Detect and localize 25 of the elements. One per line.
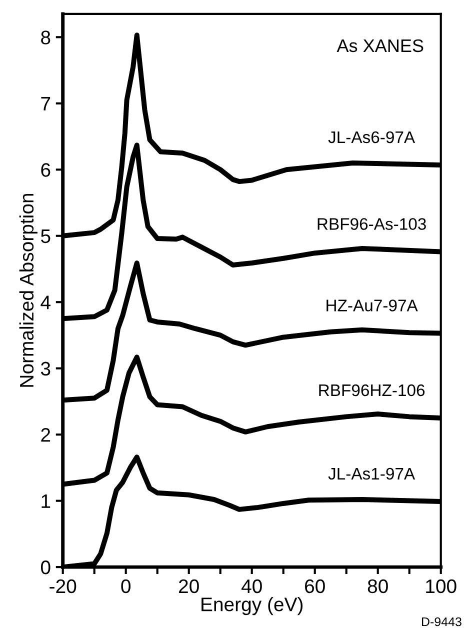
x-tick-label: 60 (305, 579, 325, 594)
y-tick-label: 5 (41, 230, 50, 244)
x-tick-label: 100 (426, 579, 456, 594)
y-tick-label: 2 (41, 428, 50, 442)
annotation: As XANES (336, 39, 424, 52)
y-tick-label: 3 (40, 362, 50, 376)
series-label: RBF96HZ-106 (319, 384, 425, 396)
x-tick-label: 0 (121, 579, 130, 594)
x-tick-label: 20 (179, 579, 199, 594)
series-label: JL-As6-97A (328, 131, 416, 144)
series-label: JL-As1-97A (328, 468, 416, 480)
y-tick-label: 6 (41, 163, 50, 177)
x-axis-title: Energy (eV) (202, 596, 303, 616)
x-tick-label: -20 (50, 579, 76, 594)
y-tick-label: 1 (42, 494, 50, 508)
series-label: RBF96-As-103 (318, 218, 426, 230)
y-tick-label: 4 (40, 296, 50, 310)
y-axis-title: Normalized Absorption (19, 194, 38, 387)
series-label: HZ-Au7-97A (326, 300, 418, 312)
x-tick-label: 40 (241, 579, 262, 594)
x-tick-label: 80 (368, 579, 388, 594)
text: D-9443 (422, 617, 462, 626)
y-tick-label: 7 (41, 97, 50, 110)
y-tick-label: 0 (40, 560, 50, 574)
y-tick-label: 8 (41, 30, 50, 44)
